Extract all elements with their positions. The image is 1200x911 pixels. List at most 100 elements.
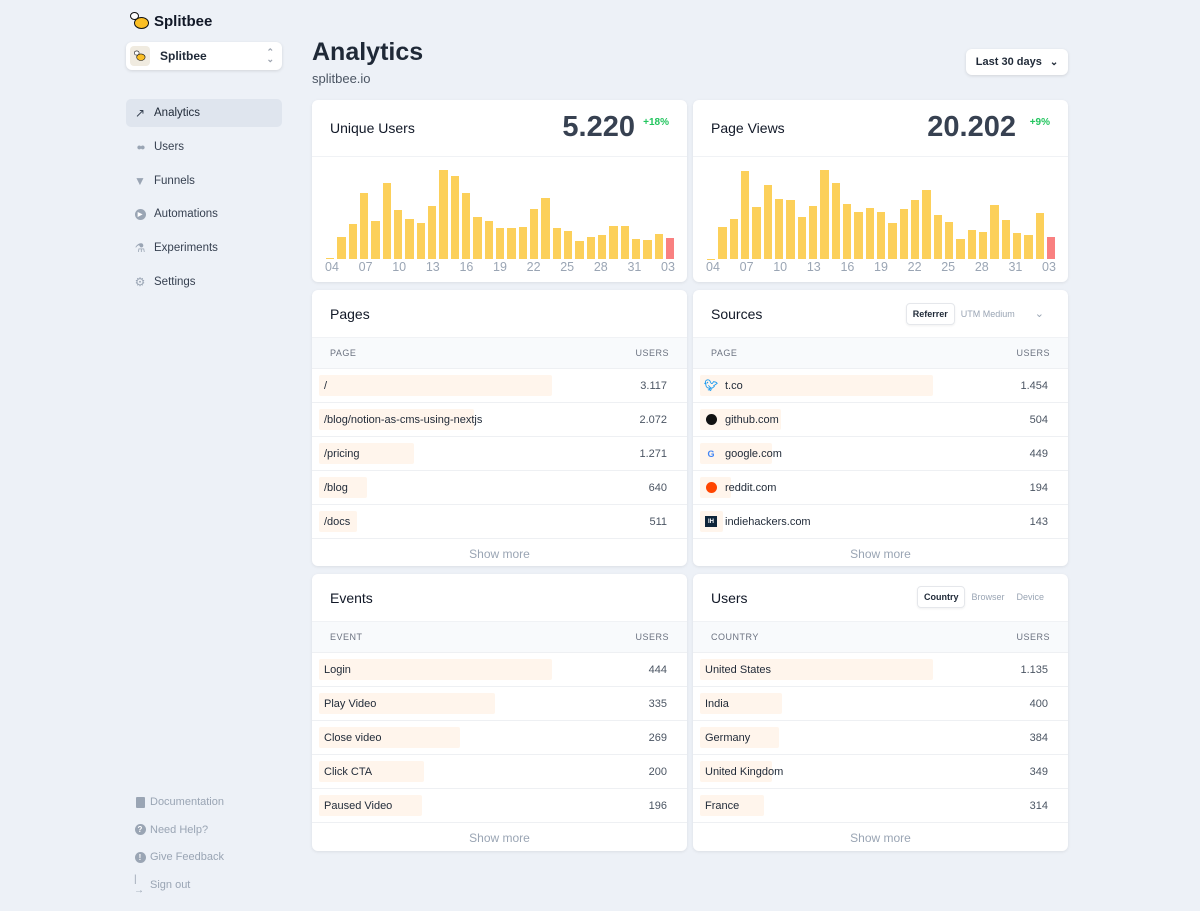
sidebar-item-users[interactable]: ●● Users — [126, 133, 282, 161]
brand-logo[interactable]: Splitbee — [130, 12, 212, 30]
chart-bar[interactable] — [1046, 236, 1056, 259]
chart-bar[interactable] — [484, 220, 493, 259]
chart-bar[interactable] — [575, 241, 584, 259]
chart-bar[interactable] — [740, 170, 750, 259]
table-row[interactable]: United Kingdom 349 — [693, 755, 1068, 789]
table-row[interactable]: Paused Video 196 — [312, 789, 687, 823]
chart-bar[interactable] — [763, 185, 772, 259]
sidebar-item-analytics[interactable]: ↗ Analytics — [126, 99, 282, 127]
show-more-button[interactable]: Show more — [469, 547, 530, 561]
chart-bar[interactable] — [665, 238, 675, 259]
chart-bar[interactable] — [1035, 212, 1044, 259]
project-selector[interactable]: Splitbee ⌃ ⌄ — [126, 42, 282, 70]
table-row[interactable]: reddit.com 194 — [693, 471, 1068, 505]
footer-link-need-help[interactable]: ? Need Help? — [134, 821, 224, 839]
chart-bar[interactable] — [416, 223, 425, 259]
table-row[interactable]: Germany 384 — [693, 721, 1068, 755]
chart-bar[interactable] — [473, 217, 482, 259]
chart-bar[interactable] — [978, 232, 988, 259]
chart-bar[interactable] — [439, 170, 448, 259]
table-row[interactable]: 🐦︎ t.co 1.454 — [693, 369, 1068, 403]
table-row[interactable]: IH indiehackers.com 143 — [693, 505, 1068, 539]
footer-link-give-feedback[interactable]: ! Give Feedback — [134, 848, 224, 866]
chart-bar[interactable] — [808, 205, 818, 259]
table-row[interactable]: github.com 504 — [693, 403, 1068, 437]
show-more-button[interactable]: Show more — [850, 547, 911, 561]
chart-bar[interactable] — [854, 211, 863, 259]
footer-link-documentation[interactable]: Documentation — [134, 793, 224, 811]
chart-bar[interactable] — [899, 208, 908, 259]
chart-bar[interactable] — [774, 198, 784, 259]
table-row[interactable]: Click CTA 200 — [312, 755, 687, 789]
table-row[interactable]: Login 444 — [312, 653, 687, 687]
chart-bar[interactable] — [631, 238, 641, 259]
date-range-select[interactable]: Last 30 days ⌄ — [966, 49, 1068, 75]
table-row[interactable]: /blog 640 — [312, 471, 687, 505]
chart-bar[interactable] — [718, 226, 727, 259]
chart-bar[interactable] — [888, 222, 897, 259]
table-row[interactable]: /docs 511 — [312, 505, 687, 539]
chart-bar[interactable] — [729, 219, 738, 259]
chart-bar[interactable] — [786, 200, 795, 259]
table-row[interactable]: India 400 — [693, 687, 1068, 721]
chart-bar[interactable] — [518, 226, 527, 259]
chart-bar[interactable] — [552, 227, 561, 259]
chart-bar[interactable] — [967, 229, 976, 259]
chart-bar[interactable] — [842, 203, 852, 259]
chart-bar[interactable] — [405, 218, 414, 259]
table-row[interactable]: /pricing 1.271 — [312, 437, 687, 471]
chart-bar[interactable] — [797, 216, 806, 259]
chart-bar[interactable] — [922, 189, 931, 259]
tab-utm-medium[interactable]: UTM Medium — [960, 308, 1015, 319]
chevron-down-icon[interactable]: ⌄ — [1034, 308, 1044, 320]
chart-bar[interactable] — [865, 207, 874, 259]
chart-bar[interactable] — [563, 231, 573, 259]
chart-bar[interactable] — [541, 198, 550, 259]
chart-bar[interactable] — [990, 205, 999, 259]
chart-bar[interactable] — [348, 224, 357, 259]
chart-bar[interactable] — [876, 211, 886, 259]
footer-link-sign-out[interactable]: |→ Sign out — [134, 874, 224, 896]
chart-bar[interactable] — [597, 235, 607, 259]
table-row[interactable]: Close video 269 — [312, 721, 687, 755]
chart-bar[interactable] — [609, 226, 618, 259]
chart-bar[interactable] — [507, 227, 516, 259]
table-row[interactable]: /blog/notion-as-cms-using-nextjs 2.072 — [312, 403, 687, 437]
chart-bar[interactable] — [371, 221, 380, 259]
chart-bar[interactable] — [337, 236, 346, 259]
chart-bar[interactable] — [1012, 233, 1022, 259]
chart-bar[interactable] — [910, 199, 920, 259]
chart-bar[interactable] — [393, 209, 403, 259]
chart-bar[interactable] — [820, 170, 829, 259]
table-row[interactable]: / 3.117 — [312, 369, 687, 403]
chart-bar[interactable] — [643, 240, 652, 259]
tab-referrer[interactable]: Referrer — [905, 302, 955, 325]
chart-bar[interactable] — [1001, 219, 1010, 259]
show-more-button[interactable]: Show more — [850, 831, 911, 845]
chart-bar[interactable] — [956, 239, 965, 259]
chart-bar[interactable] — [461, 192, 471, 259]
tab-device[interactable]: Device — [1016, 592, 1044, 602]
chart-bar[interactable] — [1024, 234, 1033, 259]
sidebar-item-funnels[interactable]: ▼ Funnels — [126, 167, 282, 195]
tab-country[interactable]: Country — [916, 586, 966, 608]
sidebar-item-settings[interactable]: ⚙ Settings — [126, 268, 282, 296]
chart-bar[interactable] — [933, 215, 942, 259]
table-row[interactable]: France 314 — [693, 789, 1068, 823]
chart-bar[interactable] — [359, 192, 369, 259]
sidebar-item-experiments[interactable]: ⚗ Experiments — [126, 234, 282, 262]
chart-bar[interactable] — [427, 206, 437, 259]
chart-bar[interactable] — [495, 227, 505, 259]
chart-bar[interactable] — [382, 182, 391, 259]
show-more-button[interactable]: Show more — [469, 831, 530, 845]
chart-bar[interactable] — [944, 221, 954, 259]
table-row[interactable]: United States 1.135 — [693, 653, 1068, 687]
tab-browser[interactable]: Browser — [971, 592, 1005, 602]
chart-bar[interactable] — [326, 257, 335, 259]
table-row[interactable]: Play Video 335 — [312, 687, 687, 721]
chart-bar[interactable] — [529, 208, 539, 259]
chart-bar[interactable] — [586, 237, 595, 259]
chart-bar[interactable] — [620, 226, 629, 259]
chart-bar[interactable] — [752, 207, 761, 259]
